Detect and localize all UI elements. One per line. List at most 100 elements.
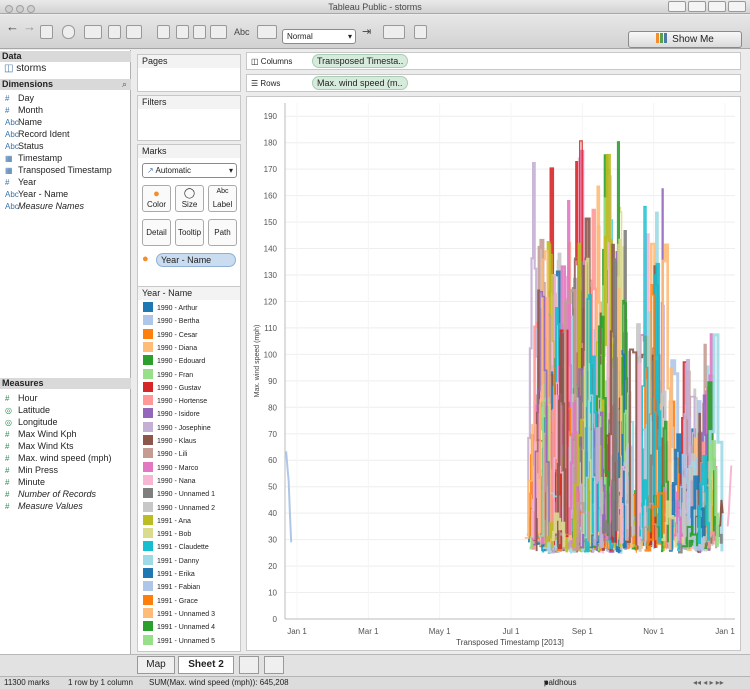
home-icon[interactable] xyxy=(728,1,746,12)
rows-shelf[interactable]: ☰ Rows Max. wind speed (m.. xyxy=(246,74,741,92)
path-button[interactable]: Path xyxy=(208,219,237,246)
legend-item[interactable]: 1990 - Bertha xyxy=(143,315,199,328)
database-icon[interactable] xyxy=(708,1,726,12)
field-year-name[interactable]: AbcYear - Name xyxy=(5,188,68,200)
field-status[interactable]: AbcStatus xyxy=(5,140,44,152)
legend-item[interactable]: 1990 - Cesar xyxy=(143,328,197,342)
columns-pill[interactable]: Transposed Timesta.. xyxy=(312,54,408,68)
show-labels-button[interactable]: Abc xyxy=(234,27,250,37)
field-year[interactable]: # Year xyxy=(5,176,36,188)
sort-descending-icon[interactable] xyxy=(193,25,206,39)
zoom-window-button[interactable] xyxy=(27,5,35,13)
field-timestamp[interactable]: ▦ Timestamp xyxy=(5,152,62,164)
field-transposed-timestamp[interactable]: ▦ Transposed Timestamp xyxy=(5,164,112,176)
legend-item[interactable]: 1990 - Lili xyxy=(143,448,187,461)
field-longitude[interactable]: ◎ Longitude xyxy=(5,416,58,428)
legend-item[interactable]: 1990 - Nana xyxy=(143,474,196,488)
field-min-press[interactable]: # Min Press xyxy=(5,464,58,476)
legend-item[interactable]: 1991 - Unnamed 4 xyxy=(143,621,215,634)
presentation-buttons[interactable] xyxy=(666,1,746,15)
legend-item[interactable]: 1991 - Unnamed 3 xyxy=(143,607,215,621)
label-button[interactable]: Abc Label xyxy=(208,185,237,212)
clear-sheet-icon[interactable] xyxy=(126,25,142,39)
legend-item[interactable]: 1990 - Edouard xyxy=(143,355,205,368)
legend-item[interactable]: 1991 - Erika xyxy=(143,568,195,581)
field-month[interactable]: # Month xyxy=(5,104,43,116)
legend-item[interactable]: 1991 - Fabian xyxy=(143,581,200,594)
field-max-wind-kph[interactable]: # Max Wind Kph xyxy=(5,428,77,440)
sheet-navigation-arrows[interactable]: ◂◂ ◂ ▸ ▸▸ xyxy=(693,678,724,687)
storm-wind-speed-chart[interactable]: 0 10 20 30 40 50 60 70 80 90 100 110 120 130 140 150 160… xyxy=(247,97,742,652)
color-pill-year-name[interactable]: Year - Name xyxy=(156,253,236,267)
fix-axes-icon[interactable] xyxy=(257,25,277,39)
field-label: Latitude xyxy=(18,405,51,415)
minimize-window-button[interactable] xyxy=(16,5,24,13)
window-controls[interactable] xyxy=(5,3,38,17)
duplicate-sheet-icon[interactable] xyxy=(108,25,121,39)
tooltip-button[interactable]: Tooltip xyxy=(175,219,204,246)
legend-item[interactable]: 1990 - Diana xyxy=(143,341,197,355)
new-datasource-icon[interactable] xyxy=(62,25,75,39)
dashboard-icon[interactable] xyxy=(688,1,706,12)
pages-card[interactable]: Pages xyxy=(137,54,241,92)
legend-item[interactable]: 1990 - Hortense xyxy=(143,395,207,408)
legend-item[interactable]: 1991 - Unnamed 5 xyxy=(143,634,215,648)
mark-type-dropdown[interactable]: ↗ Automatic ▾ xyxy=(142,163,237,178)
columns-shelf[interactable]: ◫ Columns Transposed Timesta.. xyxy=(246,52,741,70)
new-dashboard-tab-icon[interactable] xyxy=(264,656,284,674)
annotate-pen-icon[interactable] xyxy=(383,25,405,39)
filters-card[interactable]: Filters xyxy=(137,95,241,141)
legend-item[interactable]: 1990 - Klaus xyxy=(143,435,196,448)
new-worksheet-icon[interactable] xyxy=(84,25,102,39)
field-name[interactable]: AbcName xyxy=(5,116,42,128)
fit-width-icon[interactable]: ⇥ xyxy=(362,26,372,38)
legend-item[interactable]: 1991 - Grace xyxy=(143,594,198,608)
legend-item[interactable]: 1990 - Isidore xyxy=(143,408,200,421)
field-minute[interactable]: # Minute xyxy=(5,476,45,488)
highlight-icon[interactable] xyxy=(210,25,227,39)
field-measure-values[interactable]: # Measure Values xyxy=(5,500,83,512)
legend-item[interactable]: 1990 - Arthur xyxy=(143,302,197,315)
close-window-button[interactable] xyxy=(5,5,13,13)
legend-item[interactable]: 1990 - Fran xyxy=(143,368,193,382)
legend-item[interactable]: 1990 - Marco xyxy=(143,461,198,475)
search-icon[interactable]: ⌕ xyxy=(121,79,127,89)
field-max-wind-speed-mph[interactable]: # Max. wind speed (mph) xyxy=(5,452,112,464)
field-number-of-records[interactable]: # Number of Records xyxy=(5,488,96,500)
y-tick-label: 70 xyxy=(268,430,277,439)
datasource-item[interactable]: ◫ storms xyxy=(4,63,46,74)
forward-arrow-icon[interactable]: → xyxy=(23,19,36,34)
swap-rows-columns-icon[interactable] xyxy=(157,25,170,39)
fit-dropdown[interactable]: Normal ▾ xyxy=(282,29,356,44)
sort-ascending-icon[interactable] xyxy=(176,25,189,39)
size-button[interactable]: ◯ Size xyxy=(175,185,204,212)
field-day[interactable]: # Day xyxy=(5,92,34,104)
show-me-button[interactable]: Show Me xyxy=(628,31,742,48)
color-button[interactable]: ● Color xyxy=(142,185,171,212)
field-measure-names[interactable]: AbcMeasure Names xyxy=(5,200,84,212)
legend-item[interactable]: 1991 - Claudette xyxy=(143,541,209,554)
field-hour[interactable]: # Hour xyxy=(5,392,38,404)
back-arrow-icon[interactable]: ← xyxy=(6,19,19,34)
tab-sheet-2[interactable]: Sheet 2 xyxy=(178,656,234,674)
detail-button[interactable]: Detail xyxy=(142,219,171,246)
save-icon[interactable] xyxy=(40,25,53,39)
rows-shelf-label: ☰ Rows xyxy=(251,77,280,90)
field-latitude[interactable]: ◎ Latitude xyxy=(5,404,50,416)
field-max-wind-kts[interactable]: # Max Wind Kts xyxy=(5,440,74,452)
tab-map[interactable]: Map xyxy=(137,656,175,674)
legend-item[interactable]: 1990 - Josephine xyxy=(143,421,211,435)
visualization-pane[interactable]: 0 10 20 30 40 50 60 70 80 90 100 110 120 130 140 150 160… xyxy=(246,96,741,651)
legend-item[interactable]: 1991 - Bob xyxy=(143,528,191,541)
layout-icon[interactable] xyxy=(668,1,686,12)
presentation-mode-icon[interactable] xyxy=(414,25,427,39)
field-record-ident[interactable]: AbcRecord Ident xyxy=(5,128,70,140)
legend-item[interactable]: 1991 - Danny xyxy=(143,554,199,568)
rows-pill[interactable]: Max. wind speed (m.. xyxy=(312,76,408,90)
new-worksheet-tab-icon[interactable] xyxy=(239,656,259,674)
legend-item[interactable]: 1990 - Gustav xyxy=(143,381,201,395)
legend-item[interactable]: 1991 - Ana xyxy=(143,514,191,528)
legend-item-label: 1990 - Hortense xyxy=(157,398,208,406)
legend-item[interactable]: 1990 - Unnamed 1 xyxy=(143,488,215,501)
legend-item[interactable]: 1990 - Unnamed 2 xyxy=(143,501,215,515)
